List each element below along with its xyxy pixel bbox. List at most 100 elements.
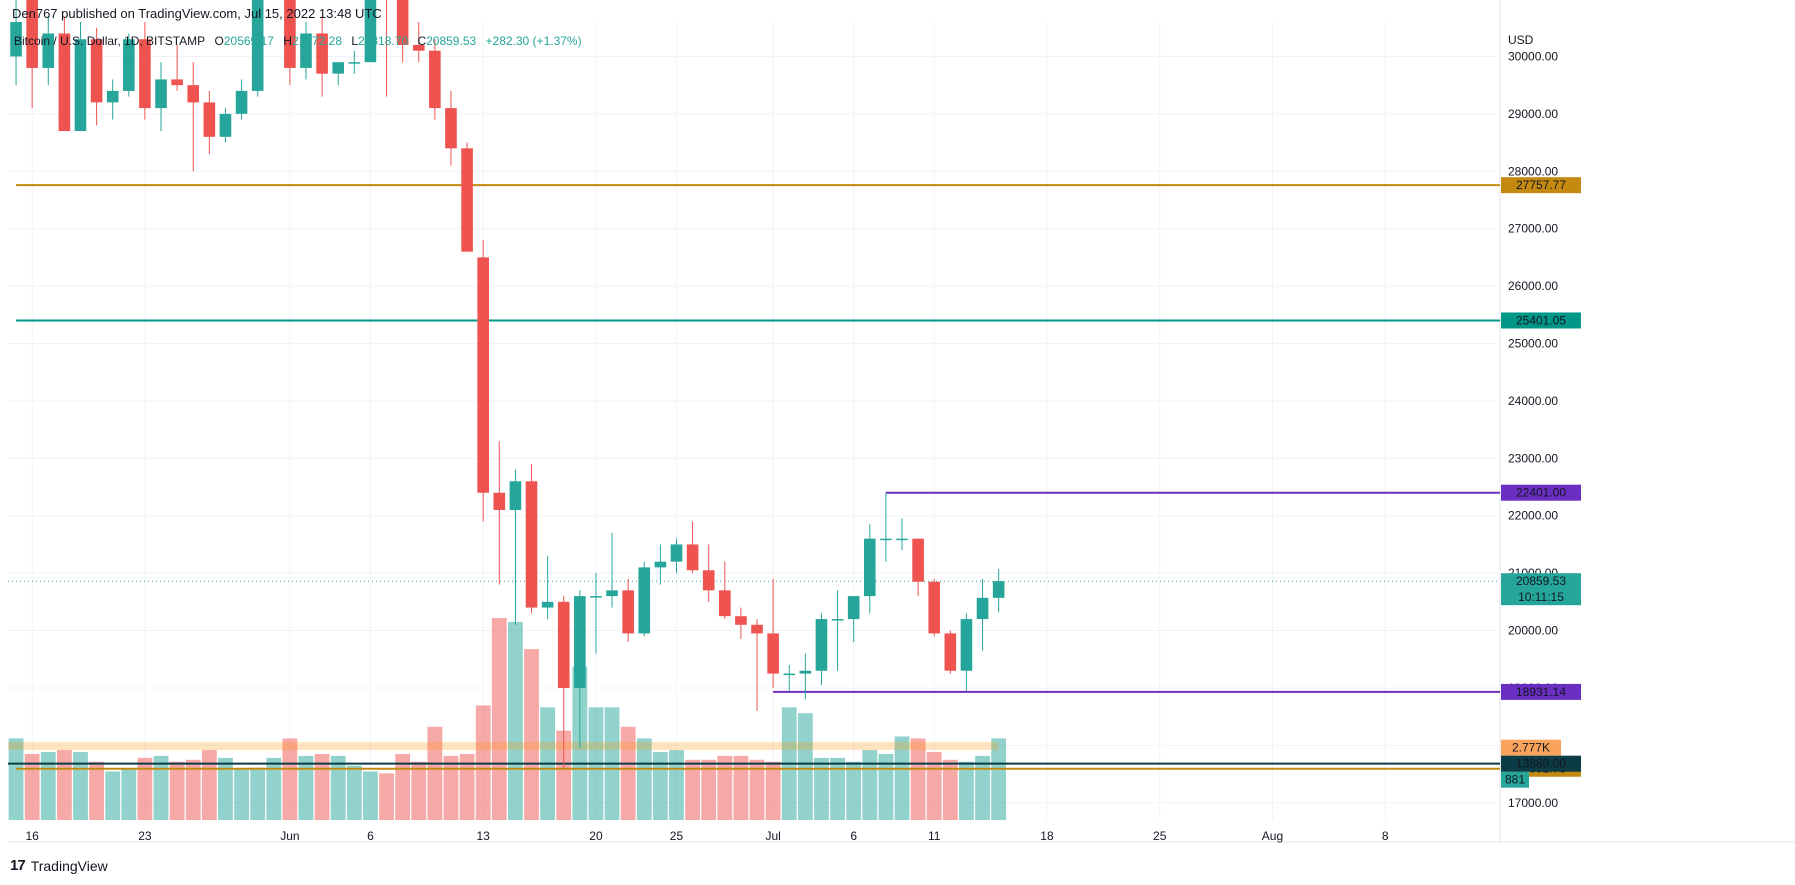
candle-body [42, 33, 55, 68]
volume-bar [701, 759, 717, 820]
volume-bar [491, 618, 507, 820]
candle-body [719, 590, 731, 617]
candle-body [155, 79, 167, 109]
candle-body [364, 0, 377, 63]
volume-bar [185, 759, 201, 820]
volume-bar [636, 738, 652, 820]
legend-symbol: Bitcoin / U.S. Dollar, 1D, BITSTAMP [14, 34, 206, 48]
candle-body [493, 492, 506, 510]
x-tick-label: 25 [1153, 829, 1167, 843]
volume-bar [733, 755, 749, 820]
volume-bar [443, 755, 459, 820]
volume-bar [282, 738, 298, 820]
volume-bar [153, 755, 169, 820]
legend-close-label: C [417, 34, 427, 48]
candle-body [26, 0, 38, 68]
volume-bar [959, 761, 974, 820]
candle-body [574, 596, 586, 688]
volume-bar [24, 753, 40, 820]
candle-body [10, 22, 22, 57]
candle-body [944, 633, 957, 671]
volume-bar [975, 755, 990, 820]
volume-bar [717, 755, 733, 820]
volume-bar [862, 750, 878, 820]
volume-bar [40, 752, 56, 820]
candle-body [896, 538, 908, 541]
publisher-header: Den767 published on TradingView.com, Jul… [12, 6, 382, 21]
volume-bar [201, 750, 217, 820]
volume-bar [459, 753, 475, 820]
candle-body [461, 148, 473, 252]
volume-ma-tag-bg [1501, 739, 1561, 756]
volume-bar [814, 757, 829, 820]
volume-bar [620, 726, 636, 820]
candle-body [348, 62, 361, 64]
volume-bar [137, 757, 153, 820]
candle-body [557, 601, 570, 688]
y-tick-label: 24000.00 [1508, 394, 1558, 408]
candle-body [541, 601, 554, 608]
candle-body [106, 90, 119, 103]
level-price-tag-bg [1501, 683, 1581, 700]
legend-close: 20859.53 [426, 34, 477, 48]
tradingview-logo-icon: 17 [10, 857, 26, 874]
y-tick-label: 27000.00 [1508, 222, 1558, 236]
volume-bar [218, 757, 233, 820]
symbol-legend: Bitcoin / U.S. Dollar, 1D, BITSTAMP O205… [14, 34, 588, 48]
candle-body [863, 538, 876, 597]
x-tick-label: 18 [1040, 829, 1054, 843]
volume-bar [250, 767, 266, 820]
candle-body [702, 570, 715, 591]
level-price-tag-bg [1501, 177, 1581, 194]
level-price-tag: 22401.00 [1516, 486, 1566, 500]
volume-bar [411, 761, 427, 820]
volume-bar [363, 771, 378, 820]
candle-body [654, 561, 667, 568]
volume-bar [427, 726, 443, 820]
axis-currency-label: USD [1508, 33, 1534, 47]
candle-body [445, 108, 457, 149]
volume-bar [330, 755, 346, 820]
volume-bar [894, 736, 910, 820]
candle-body [284, 0, 296, 68]
candle-body [235, 90, 248, 114]
y-tick-label: 20000.00 [1508, 624, 1558, 638]
x-tick-label: 11 [928, 829, 941, 843]
volume-bar [73, 752, 88, 820]
last-price-label: 20859.53 [1516, 574, 1566, 588]
legend-high-label: H [283, 34, 292, 48]
candle-body [799, 670, 812, 674]
volume-bar [685, 759, 701, 820]
candle-body [831, 619, 844, 621]
volume-level-tag-bg [1501, 755, 1581, 772]
x-tick-label: 16 [25, 829, 39, 843]
candle-body [58, 33, 71, 132]
level-price-tag: 25401.05 [1516, 313, 1566, 327]
candle-body [847, 596, 860, 620]
x-tick-label: Jul [765, 829, 780, 843]
legend-change: +282.30 (+1.37%) [485, 34, 582, 48]
candle-body [477, 257, 489, 493]
candle-body [912, 538, 924, 582]
volume-bar [652, 752, 668, 820]
candle-body [139, 39, 151, 109]
candle-body [123, 39, 135, 91]
legend-open: 20569.17 [223, 34, 274, 48]
volume-bar [89, 761, 105, 820]
volume-level-tag: 13880.00 [1516, 757, 1566, 771]
last-price-tag-bg [1501, 573, 1581, 606]
level-price-tag: 18931.14 [1516, 685, 1566, 699]
candle-body [74, 39, 87, 132]
candle-body [316, 33, 328, 74]
candle-body [992, 581, 1005, 598]
candle-body [332, 62, 345, 74]
volume-bar [395, 753, 411, 820]
y-tick-label: 29000.00 [1508, 107, 1558, 121]
volume-bar [56, 750, 72, 820]
tradingview-brand[interactable]: 17 TradingView [10, 857, 108, 874]
volume-bar [121, 769, 137, 820]
y-tick-label: 25000.00 [1508, 336, 1558, 350]
volume-ma-label: 2.777K [1512, 741, 1550, 755]
volume-bar [846, 761, 862, 820]
